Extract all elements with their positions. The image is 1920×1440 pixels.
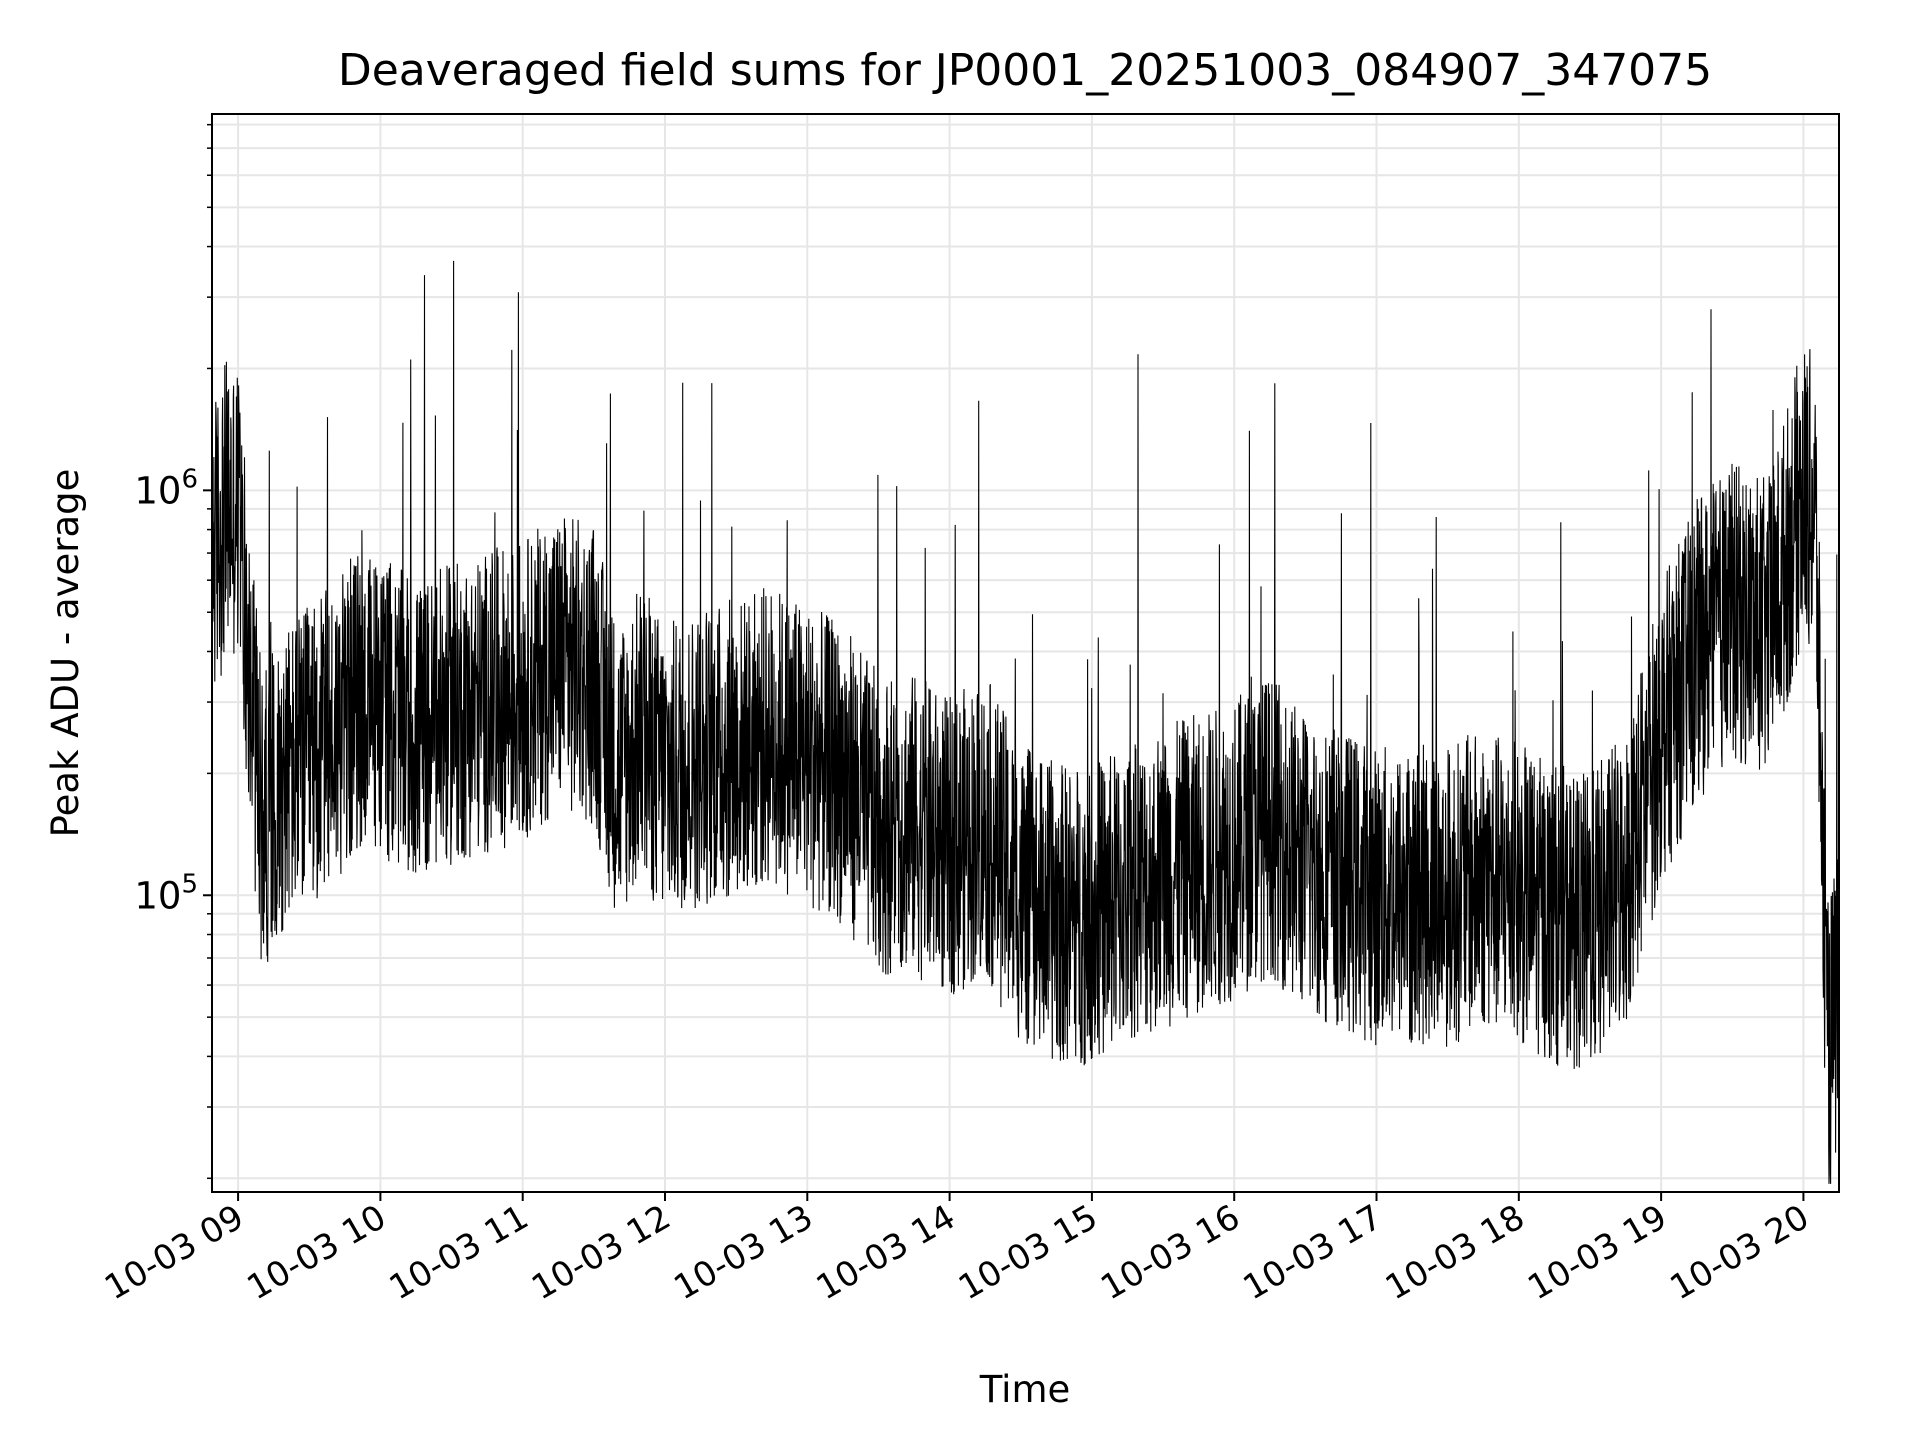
x-axis-label: Time: [979, 1368, 1071, 1411]
minor-grid: [212, 123, 1839, 1180]
y-tick-label: 106: [134, 464, 198, 512]
chart-title: Deaveraged field sums for JP0001_2025100…: [338, 45, 1712, 96]
y-ticks: 105 106: [134, 123, 212, 1180]
series-group: [211, 260, 1840, 1184]
y-tick-label: 105: [134, 869, 198, 917]
plot-frame: [211, 113, 1840, 1193]
y-axis-label: Peak ADU - average: [44, 469, 87, 838]
series-line: [211, 260, 1840, 1184]
